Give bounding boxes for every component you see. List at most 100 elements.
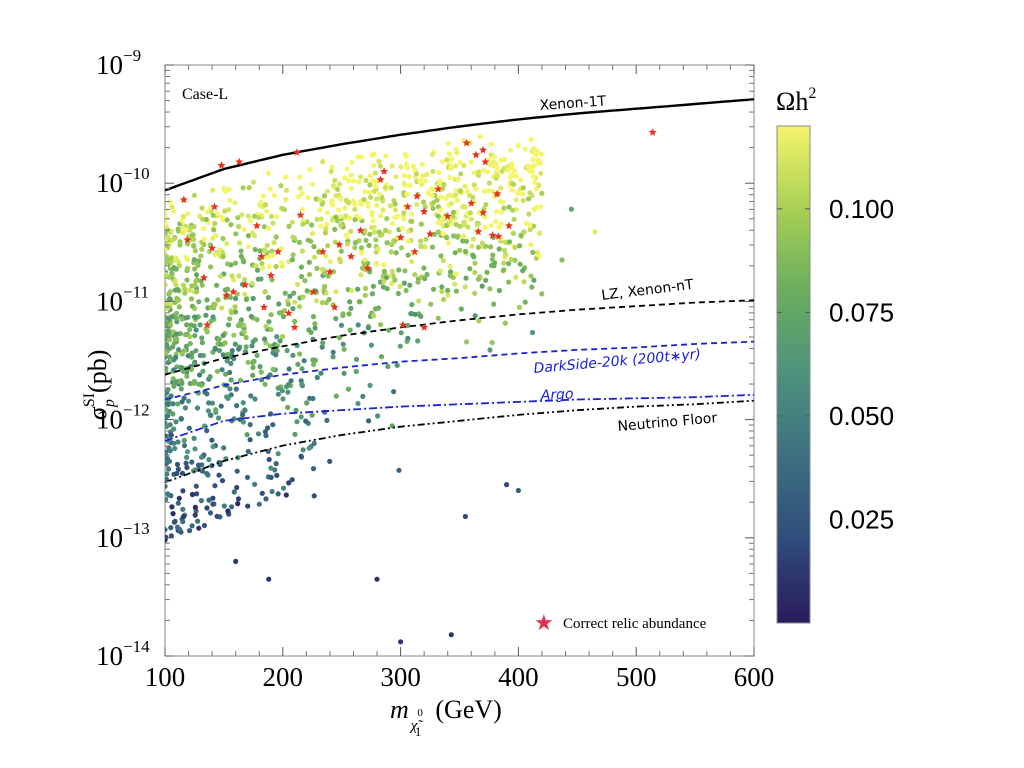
scan-point <box>347 299 353 305</box>
scan-point <box>470 194 476 200</box>
scan-point <box>414 201 420 208</box>
scan-point <box>248 313 254 319</box>
scan-point <box>320 340 326 346</box>
scan-point <box>312 254 318 260</box>
scan-point <box>263 323 269 329</box>
scan-point <box>296 194 302 200</box>
scan-point <box>252 246 258 253</box>
scan-point <box>429 244 435 250</box>
scan-point <box>453 271 459 277</box>
scan-point <box>324 221 330 227</box>
scan-point <box>306 445 312 451</box>
scan-point <box>168 432 174 438</box>
scan-point <box>372 183 378 190</box>
scan-point <box>226 186 232 193</box>
scan-point <box>462 513 468 520</box>
scan-point <box>225 351 231 357</box>
scan-point <box>208 412 214 418</box>
scan-point <box>357 174 364 180</box>
scan-point <box>245 503 251 509</box>
scan-point <box>228 310 235 316</box>
scan-point <box>421 265 427 271</box>
scan-point <box>374 576 380 582</box>
scan-point <box>386 229 392 235</box>
scan-point <box>440 258 446 264</box>
x-axis-label-subidx: 1 <box>415 724 422 739</box>
curve-layer <box>165 98 754 484</box>
scan-point <box>445 292 451 298</box>
scan-point <box>378 213 384 219</box>
scan-point <box>184 373 190 379</box>
scan-point <box>199 468 206 474</box>
scan-point <box>264 242 270 248</box>
scan-point <box>394 362 400 368</box>
scan-point <box>476 318 482 324</box>
scan-point <box>199 205 205 211</box>
scan-point <box>346 199 352 205</box>
scan-point <box>472 260 478 266</box>
scan-point <box>243 296 249 303</box>
scan-point <box>207 374 213 380</box>
scan-point <box>418 221 424 227</box>
scan-point <box>173 419 179 425</box>
scan-point <box>241 227 247 233</box>
scan-point <box>493 219 499 225</box>
scan-point <box>183 460 189 466</box>
scan-point <box>463 238 470 244</box>
scan-point <box>413 171 420 177</box>
scan-point <box>496 224 502 230</box>
scan-point <box>531 277 537 283</box>
scan-point <box>177 526 183 532</box>
scan-point <box>278 260 285 266</box>
scan-point <box>191 192 197 198</box>
scan-point <box>217 341 223 347</box>
scan-point <box>486 180 492 186</box>
scan-point <box>180 506 186 512</box>
scan-point <box>395 290 401 297</box>
scan-point <box>171 426 177 432</box>
scan-point <box>385 363 391 370</box>
scan-point <box>289 257 295 263</box>
curve-xenon-1t <box>165 98 754 192</box>
scan-point <box>359 250 365 256</box>
scan-point <box>182 290 188 296</box>
scan-point <box>458 171 464 177</box>
scan-point <box>415 338 421 344</box>
scan-point <box>365 325 371 331</box>
scan-point <box>527 227 533 233</box>
scan-point <box>371 313 377 319</box>
scan-point <box>539 291 545 297</box>
scan-point <box>436 170 442 176</box>
scan-point <box>314 298 320 304</box>
scan-point <box>483 277 489 283</box>
scan-point <box>341 346 347 352</box>
scan-point <box>475 244 482 250</box>
scan-point <box>247 422 253 428</box>
scan-point <box>374 202 380 208</box>
scan-point <box>321 193 328 199</box>
scan-point <box>408 311 414 317</box>
scan-point <box>343 213 349 219</box>
scan-point <box>438 253 444 259</box>
scan-point <box>319 300 326 306</box>
correct-relic-star <box>403 202 412 211</box>
scan-point <box>330 269 337 275</box>
scatter-layer <box>165 134 598 645</box>
scan-point <box>250 359 256 365</box>
scan-point <box>189 459 195 465</box>
scan-point <box>367 182 373 188</box>
scan-point <box>382 227 388 233</box>
scan-point <box>473 186 479 192</box>
scan-point <box>189 491 195 498</box>
scan-point <box>310 314 317 320</box>
scan-point <box>520 197 526 203</box>
scan-point <box>224 240 230 247</box>
scan-point <box>175 500 181 506</box>
scan-point <box>191 236 197 242</box>
colorbar-tick-label: 0.075 <box>829 297 894 327</box>
scan-point <box>214 282 220 288</box>
scan-point <box>244 474 251 480</box>
correct-relic-star <box>493 189 502 198</box>
scan-point <box>494 208 500 214</box>
scan-point <box>418 238 424 244</box>
